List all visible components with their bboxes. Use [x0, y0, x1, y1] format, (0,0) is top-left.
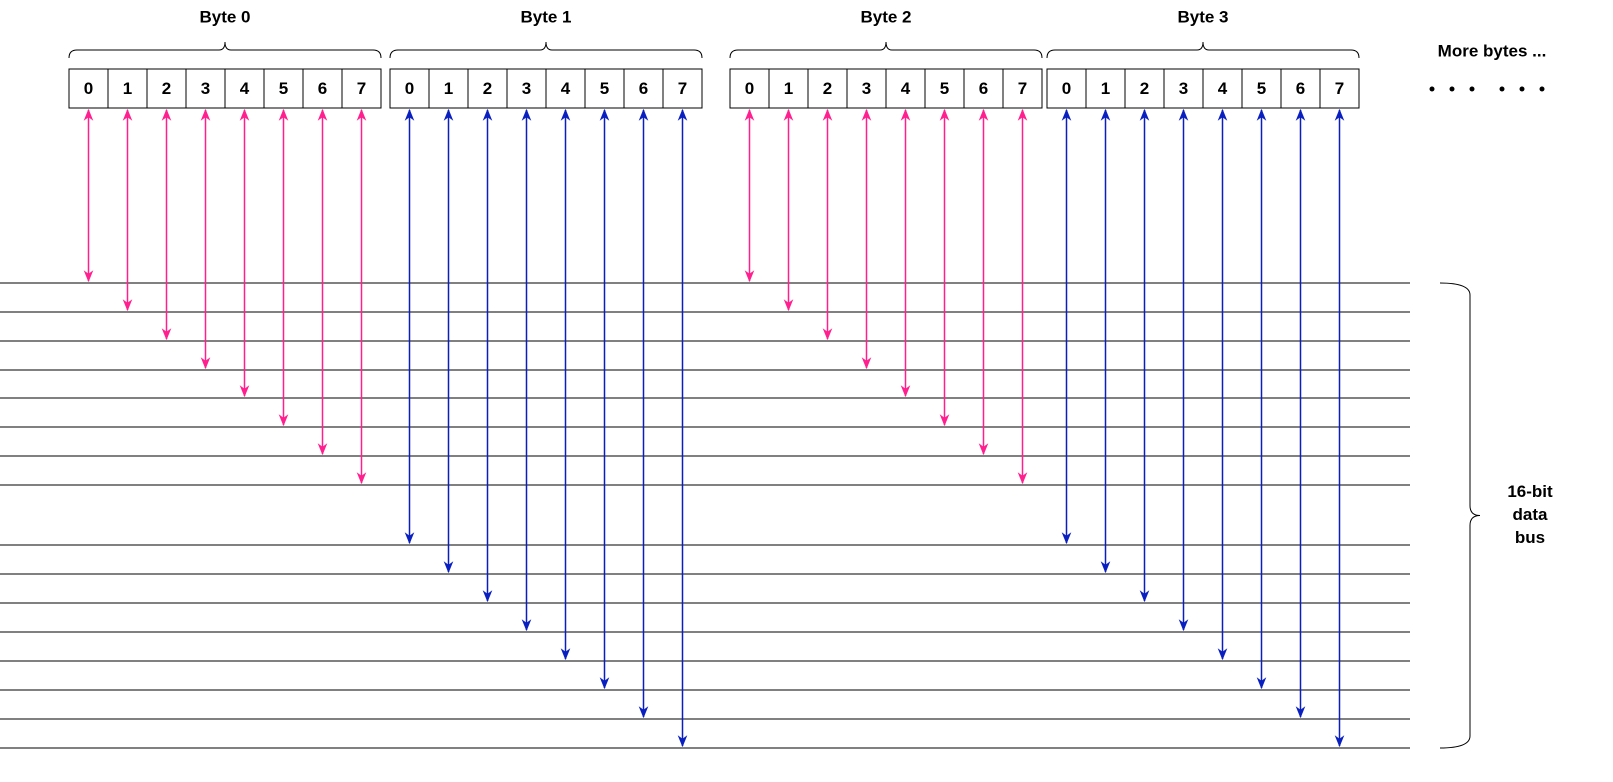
bit-label: 0 — [405, 79, 414, 98]
bit-cell — [1085, 68, 1126, 109]
bit-label: 4 — [240, 79, 250, 98]
bit-label: 1 — [123, 79, 132, 98]
bit-label: 1 — [784, 79, 793, 98]
more-bytes-label: More bytes ... — [1438, 41, 1547, 60]
bit-cell — [885, 68, 926, 109]
byte-label: Byte 3 — [1177, 7, 1228, 26]
bit-label: 7 — [1018, 79, 1027, 98]
bit-label: 6 — [1296, 79, 1305, 98]
bit-cell — [662, 68, 703, 109]
bit-label: 2 — [162, 79, 171, 98]
bus-label: bus — [1515, 528, 1545, 547]
byte-brace — [68, 41, 382, 59]
bit-label: 6 — [318, 79, 327, 98]
bit-label: 6 — [639, 79, 648, 98]
bit-cell — [1280, 68, 1321, 109]
bit-cell — [729, 68, 770, 109]
bit-cell — [506, 68, 547, 109]
bit-cell — [68, 68, 109, 109]
bit-cell — [428, 68, 469, 109]
bit-label: 1 — [444, 79, 453, 98]
bit-cell — [768, 68, 809, 109]
bus-label: 16-bit — [1507, 482, 1553, 501]
bit-label: 5 — [1257, 79, 1266, 98]
bit-label: 3 — [201, 79, 210, 98]
bit-label: 7 — [1335, 79, 1344, 98]
byte-label: Byte 1 — [520, 7, 571, 26]
byte-brace — [389, 41, 703, 59]
byte-brace — [729, 41, 1043, 59]
byte-label: Byte 2 — [860, 7, 911, 26]
bit-cell — [185, 68, 226, 109]
bit-label: 0 — [745, 79, 754, 98]
bit-label: 2 — [483, 79, 492, 98]
bit-cell — [1002, 68, 1043, 109]
bit-cell — [963, 68, 1004, 109]
bit-cell — [1319, 68, 1360, 109]
bit-label: 7 — [357, 79, 366, 98]
bit-label: 3 — [1179, 79, 1188, 98]
bit-label: 4 — [901, 79, 911, 98]
bus-brace — [1439, 282, 1481, 749]
bit-label: 4 — [1218, 79, 1228, 98]
bit-cell — [1202, 68, 1243, 109]
bit-cell — [263, 68, 304, 109]
bit-label: 5 — [279, 79, 288, 98]
bit-cell — [1046, 68, 1087, 109]
bit-label: 5 — [940, 79, 949, 98]
bit-cell — [807, 68, 848, 109]
bit-cell — [302, 68, 343, 109]
byte-label: Byte 0 — [199, 7, 250, 26]
bit-cell — [1163, 68, 1204, 109]
bit-label: 1 — [1101, 79, 1110, 98]
bit-cell — [623, 68, 664, 109]
bit-cell — [846, 68, 887, 109]
bit-cell — [341, 68, 382, 109]
bit-label: 3 — [522, 79, 531, 98]
bus-label: data — [1513, 505, 1549, 524]
bit-label: 7 — [678, 79, 687, 98]
bit-label: 2 — [1140, 79, 1149, 98]
bit-cell — [389, 68, 430, 109]
bit-label: 6 — [979, 79, 988, 98]
bit-label: 0 — [84, 79, 93, 98]
byte-brace — [1046, 41, 1360, 59]
bit-cell — [467, 68, 508, 109]
bit-label: 5 — [600, 79, 609, 98]
bit-label: 0 — [1062, 79, 1071, 98]
bit-label: 4 — [561, 79, 571, 98]
bit-label: 3 — [862, 79, 871, 98]
ellipsis-dots — [1429, 86, 1545, 92]
bit-label: 2 — [823, 79, 832, 98]
